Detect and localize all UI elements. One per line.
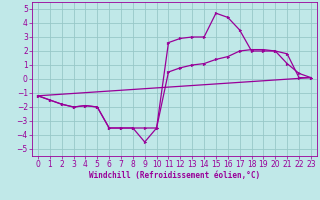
X-axis label: Windchill (Refroidissement éolien,°C): Windchill (Refroidissement éolien,°C) [89,171,260,180]
